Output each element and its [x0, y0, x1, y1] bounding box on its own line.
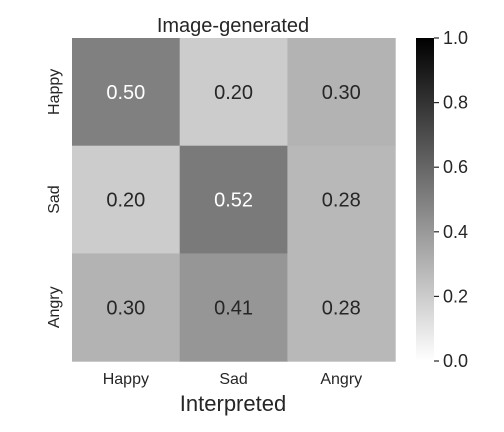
heatmap-cell-0-0 — [72, 38, 181, 147]
y-tick-label-happy: Happy — [46, 69, 63, 115]
cell-value-label-2-1: 0.41 — [214, 297, 253, 319]
heatmap-cell-1-2 — [287, 145, 396, 254]
heatmap-cell-2-1 — [179, 253, 288, 362]
colorbar-ticks: 0.0 0.2 0.4 0.6 0.8 1.0 — [434, 28, 468, 371]
colorbar-tick-label-2: 0.4 — [443, 222, 468, 242]
heatmap-cell-2-2 — [287, 253, 396, 362]
colorbar-tick-label-3: 0.6 — [443, 157, 468, 177]
y-tick-label-sad: Sad — [46, 185, 63, 213]
colorbar-tick-label-4: 0.8 — [443, 93, 468, 113]
heatmap-cell-1-0 — [72, 145, 181, 254]
cell-value-label-2-2: 0.28 — [322, 297, 361, 319]
cell-value-label-0-1: 0.20 — [214, 82, 253, 104]
heatmap-cell-0-2 — [287, 38, 396, 147]
cell-value-label-0-0: 0.50 — [106, 82, 145, 104]
y-tick-label-angry: Angry — [46, 286, 63, 328]
x-tick-labels: Happy Sad Angry — [103, 371, 362, 388]
cell-value-label-1-2: 0.28 — [322, 190, 361, 212]
cell-value-label-0-2: 0.30 — [322, 82, 361, 104]
cell-value-label-2-0: 0.30 — [106, 297, 145, 319]
x-tick-label-sad: Sad — [219, 371, 247, 388]
colorbar-tick-label-5: 1.0 — [443, 28, 468, 48]
colorbar — [416, 38, 434, 361]
heatmap-cell-2-0 — [72, 253, 181, 362]
heatmap-cell-1-1 — [179, 145, 288, 254]
x-axis-label: Interpreted — [180, 391, 286, 416]
colorbar-tick-label-1: 0.2 — [443, 286, 468, 306]
x-tick-label-angry: Angry — [320, 371, 362, 388]
heatmap-cell-0-1 — [179, 38, 288, 147]
colorbar-tick-label-0: 0.0 — [443, 351, 468, 371]
cell-value-label-1-0: 0.20 — [106, 190, 145, 212]
x-tick-label-happy: Happy — [103, 371, 149, 388]
chart-title: Image-generated — [157, 15, 309, 37]
heatmap-cells: 0.50 0.20 0.30 0.20 0.52 0.28 0.30 0.41 0.28 — [72, 38, 396, 362]
y-tick-labels: Happy Sad Angry — [46, 69, 63, 328]
cell-value-label-1-1: 0.52 — [214, 190, 253, 212]
